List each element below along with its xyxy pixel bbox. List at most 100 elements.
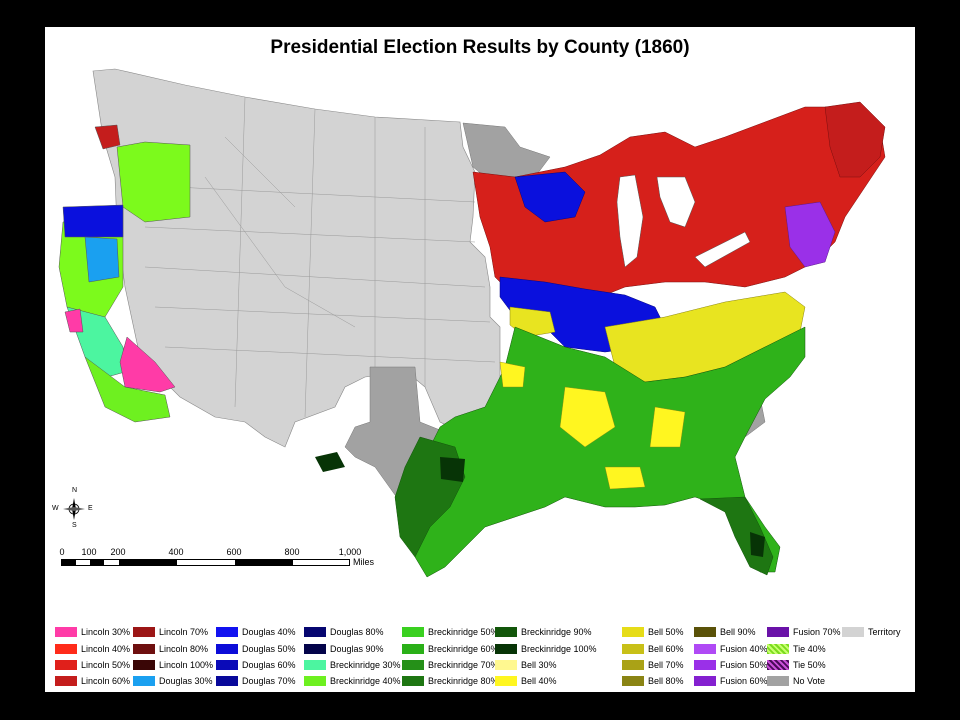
california-south: [84, 356, 171, 423]
legend-item: Bell 80%: [622, 675, 684, 687]
legend-item: Lincoln 40%: [55, 643, 130, 655]
legend-swatch: [402, 644, 424, 654]
legend-item: Lincoln 70%: [133, 626, 208, 638]
legend-swatch: [304, 644, 326, 654]
legend-label: Breckinridge 40%: [330, 676, 401, 686]
legend-item: Breckinridge 90%: [495, 626, 592, 638]
legend-item: Fusion 60%: [694, 675, 768, 687]
legend-item: Bell 30%: [495, 659, 557, 671]
legend-label: Douglas 50%: [242, 644, 296, 654]
legend-swatch: [694, 676, 716, 686]
legend-label: Douglas 70%: [242, 676, 296, 686]
south-breckinridge-region: [409, 326, 806, 578]
legend-label: Breckinridge 30%: [330, 660, 401, 670]
legend-swatch: [216, 660, 238, 670]
california-douglas: [62, 204, 124, 238]
legend-item: Tie 50%: [767, 659, 826, 671]
legend-swatch: [622, 627, 644, 637]
new-england: [824, 101, 886, 178]
fusion-region: [784, 201, 836, 268]
county-map: [58, 68, 886, 578]
legend-label: Breckinridge 70%: [428, 660, 499, 670]
lake-huron: [656, 176, 696, 228]
legend-item: Fusion 70%: [767, 626, 841, 638]
legend-swatch: [767, 644, 789, 654]
legend-swatch: [495, 644, 517, 654]
legend-swatch: [694, 627, 716, 637]
legend-item: Breckinridge 60%: [402, 643, 499, 655]
legend-item: Bell 90%: [694, 626, 756, 638]
legend-swatch: [694, 644, 716, 654]
legend-swatch: [216, 676, 238, 686]
legend-label: Territory: [868, 627, 901, 637]
legend-label: Breckinridge 90%: [521, 627, 592, 637]
legend-item: Tie 40%: [767, 643, 826, 655]
compass-west: W: [52, 505, 59, 512]
legend-label: Lincoln 30%: [81, 627, 131, 637]
legend-item: Breckinridge 50%: [402, 626, 499, 638]
legend-label: Lincoln 50%: [81, 660, 131, 670]
legend-label: Douglas 90%: [330, 644, 384, 654]
douglas-wisconsin: [514, 171, 586, 223]
legend-item: Territory: [842, 626, 901, 638]
legend-item: Douglas 50%: [216, 643, 296, 655]
oregon-region: [116, 141, 191, 223]
scale-tick: 1,000: [338, 547, 362, 557]
legend-label: Breckinridge 60%: [428, 644, 499, 654]
legend-item: Bell 40%: [495, 675, 557, 687]
legend-swatch: [216, 627, 238, 637]
legend-label: Bell 40%: [521, 676, 557, 686]
legend-label: Lincoln 80%: [159, 644, 209, 654]
legend-swatch: [55, 676, 77, 686]
legend-swatch: [133, 644, 155, 654]
legend-label: Bell 70%: [648, 660, 684, 670]
legend-item: Fusion 40%: [694, 643, 768, 655]
scale-tick: 100: [81, 547, 97, 557]
legend-item: Douglas 90%: [304, 643, 384, 655]
legend-item: Breckinridge 100%: [495, 643, 597, 655]
washington-lincoln: [94, 124, 121, 150]
legend-swatch: [133, 676, 155, 686]
legend-label: Douglas 30%: [159, 676, 213, 686]
legend-item: Douglas 60%: [216, 659, 296, 671]
scale-bar-graphic: [61, 559, 350, 566]
legend-label: Breckinridge 100%: [521, 644, 597, 654]
legend-swatch: [55, 660, 77, 670]
legend-swatch: [216, 644, 238, 654]
legend-item: No Vote: [767, 675, 825, 687]
legend-label: Tie 50%: [793, 660, 826, 670]
legend-item: Breckinridge 80%: [402, 675, 499, 687]
legend-swatch: [495, 627, 517, 637]
map-panel: Presidential Election Results by County …: [45, 27, 915, 692]
compass-east: E: [88, 505, 93, 512]
scale-bar: 0 100 200 400 600 800 1,000 Miles: [59, 547, 389, 577]
legend-label: Douglas 80%: [330, 627, 384, 637]
compass-north: N: [72, 487, 78, 494]
legend-item: Douglas 40%: [216, 626, 296, 638]
legend-item: Douglas 30%: [133, 675, 213, 687]
legend-item: Bell 60%: [622, 643, 684, 655]
scale-tick: 0: [59, 547, 65, 557]
legend-swatch: [55, 627, 77, 637]
scale-unit: Miles: [353, 557, 375, 567]
legend-swatch: [304, 676, 326, 686]
legend-label: Breckinridge 80%: [428, 676, 499, 686]
legend-item: Breckinridge 40%: [304, 675, 401, 687]
legend-item: Lincoln 100%: [133, 659, 213, 671]
compass-icon: [63, 498, 85, 520]
legend-swatch: [622, 676, 644, 686]
legend-swatch: [133, 660, 155, 670]
legend-item: Bell 70%: [622, 659, 684, 671]
california-douglas-light: [84, 236, 120, 283]
legend-item: Breckinridge 30%: [304, 659, 401, 671]
legend-swatch: [622, 644, 644, 654]
legend-item: Douglas 80%: [304, 626, 384, 638]
legend-item: Lincoln 30%: [55, 626, 130, 638]
lake-erie: [694, 231, 751, 268]
california-pink-west: [64, 308, 84, 333]
legend-label: Bell 90%: [720, 627, 756, 637]
california-lincoln-pink: [119, 336, 176, 393]
legend-item: Lincoln 50%: [55, 659, 130, 671]
scale-tick: 400: [168, 547, 184, 557]
novote-minnesota: [462, 122, 551, 178]
